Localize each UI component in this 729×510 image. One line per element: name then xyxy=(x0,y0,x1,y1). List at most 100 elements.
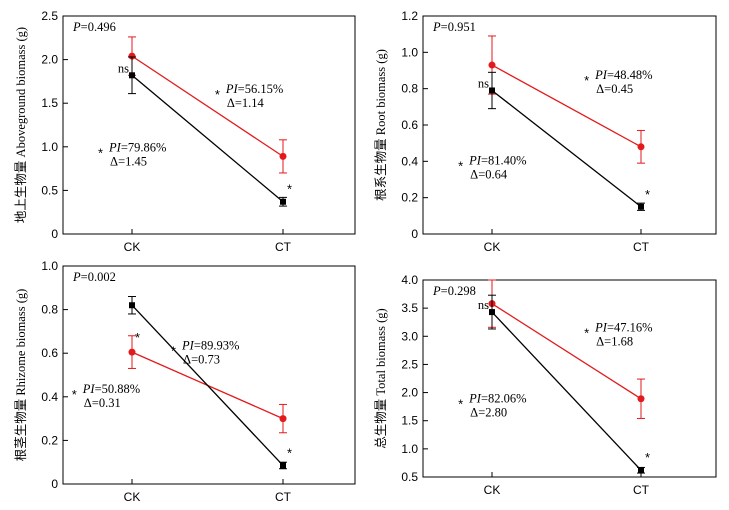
p-value-label: P=0.496 xyxy=(72,20,116,34)
y-tick-label: 0.5 xyxy=(41,183,58,197)
x-tick-label: CK xyxy=(124,490,141,504)
y-axis-label: 根茎生物量 Rhizome biomass (g) xyxy=(14,289,28,462)
y-tick-label: 2.5 xyxy=(401,357,418,371)
ck-significance-label: * xyxy=(135,330,140,345)
y-tick-label: 0 xyxy=(51,227,58,241)
y-tick-label: 0.4 xyxy=(401,154,418,168)
red-series-annotation-pi: PI=48.48% xyxy=(594,68,652,82)
y-tick-label: 1.2 xyxy=(401,9,418,23)
series-line xyxy=(131,55,284,157)
y-tick-label: 0.2 xyxy=(401,191,418,205)
data-point xyxy=(129,72,135,79)
data-point xyxy=(637,395,645,403)
plot-frame xyxy=(422,15,717,235)
ct-significance-star: * xyxy=(645,450,650,465)
series-line xyxy=(491,89,642,208)
y-tick-label: 0.5 xyxy=(401,470,418,484)
red-series-annotation-delta: Δ=0.31 xyxy=(84,396,121,410)
significance-star: * xyxy=(72,387,77,402)
y-tick-label: 0.6 xyxy=(41,346,58,360)
y-tick-label: 0.8 xyxy=(41,303,58,317)
red-series-annotation-pi: PI=47.16% xyxy=(594,320,652,334)
data-point xyxy=(279,152,287,160)
x-tick-label: CT xyxy=(633,240,650,254)
red-series-annotation-delta: Δ=1.68 xyxy=(596,334,633,348)
significance-star: * xyxy=(171,343,176,358)
y-tick-label: 2.5 xyxy=(41,9,58,23)
y-tick-label: 1.0 xyxy=(41,259,58,273)
y-tick-label: 1.0 xyxy=(41,140,58,154)
y-axis-label: 根系生物量 Root biomass (g) xyxy=(374,49,388,201)
data-point xyxy=(128,52,136,60)
black-series-annotation-delta: Δ=2.80 xyxy=(470,405,507,419)
data-point xyxy=(279,415,287,423)
data-point xyxy=(128,348,136,356)
ct-significance-star: * xyxy=(645,187,650,202)
series-line xyxy=(131,74,284,203)
significance-star: * xyxy=(584,325,589,340)
y-tick-label: 1.5 xyxy=(41,96,58,110)
x-tick-label: CK xyxy=(124,240,141,254)
x-tick-label: CK xyxy=(484,483,501,497)
data-point xyxy=(489,309,495,316)
black-series-annotation-delta: Δ=1.45 xyxy=(110,154,147,168)
plot-frame xyxy=(422,279,717,478)
y-axis-label: 地上生物量 Aboveground biomass (g) xyxy=(14,27,28,223)
black-series-annotation-pi: PI=82.06% xyxy=(468,391,526,405)
black-series-annotation-pi: PI=79.86% xyxy=(108,140,166,154)
p-value-label: P=0.298 xyxy=(432,284,476,298)
series-line xyxy=(131,304,284,466)
red-series-annotation-pi: PI=50.88% xyxy=(82,382,140,396)
ct-significance-star: * xyxy=(287,445,292,460)
plot-frame xyxy=(62,15,356,235)
data-point xyxy=(638,467,644,474)
y-tick-label: 3.0 xyxy=(401,329,418,343)
y-tick-label: 0.2 xyxy=(41,433,58,447)
ck-significance-label: ns xyxy=(478,76,489,90)
significance-star: * xyxy=(458,158,463,173)
significance-star: * xyxy=(98,145,103,160)
data-point xyxy=(129,302,135,309)
y-tick-label: 0 xyxy=(51,477,58,491)
black-series-annotation-pi: PI=89.93% xyxy=(181,338,239,352)
p-value-label: P=0.002 xyxy=(72,270,116,284)
series-line xyxy=(491,303,642,400)
p-value-label: P=0.951 xyxy=(432,20,476,34)
y-tick-label: 3.5 xyxy=(401,301,418,315)
ck-significance-label: ns xyxy=(118,61,129,75)
red-series-annotation-delta: Δ=0.45 xyxy=(596,82,633,96)
series-line xyxy=(491,311,642,471)
data-point xyxy=(280,198,286,205)
y-axis-label: 总生物量 Total biomass (g) xyxy=(374,308,388,448)
y-tick-label: 2.0 xyxy=(41,53,58,67)
data-point xyxy=(489,87,495,94)
data-point xyxy=(280,462,286,469)
x-tick-label: CT xyxy=(275,240,292,254)
y-tick-label: 1.5 xyxy=(401,414,418,428)
red-series-annotation-pi: PI=56.15% xyxy=(225,82,283,96)
series-line xyxy=(491,64,642,148)
black-series-annotation-delta: Δ=0.73 xyxy=(183,352,220,366)
black-series-annotation-pi: PI=81.40% xyxy=(468,153,526,167)
ct-significance-star: * xyxy=(287,182,292,197)
data-point xyxy=(637,143,645,151)
ck-significance-label: ns xyxy=(478,298,489,312)
significance-star: * xyxy=(215,87,220,102)
y-tick-label: 4.0 xyxy=(401,273,418,287)
y-tick-label: 0 xyxy=(411,227,418,241)
y-tick-label: 0.8 xyxy=(401,82,418,96)
y-tick-label: 0.6 xyxy=(401,118,418,132)
y-tick-label: 0.4 xyxy=(41,390,58,404)
y-tick-label: 2.0 xyxy=(401,386,418,400)
data-point xyxy=(488,61,496,69)
y-tick-label: 1.0 xyxy=(401,442,418,456)
x-tick-label: CK xyxy=(484,240,501,254)
data-point xyxy=(638,203,644,210)
y-tick-label: 1.0 xyxy=(401,45,418,59)
x-tick-label: CT xyxy=(275,490,292,504)
plot-frame xyxy=(62,265,356,485)
black-series-annotation-delta: Δ=0.64 xyxy=(470,167,508,181)
significance-star: * xyxy=(458,396,463,411)
red-series-annotation-delta: Δ=1.14 xyxy=(227,96,265,110)
